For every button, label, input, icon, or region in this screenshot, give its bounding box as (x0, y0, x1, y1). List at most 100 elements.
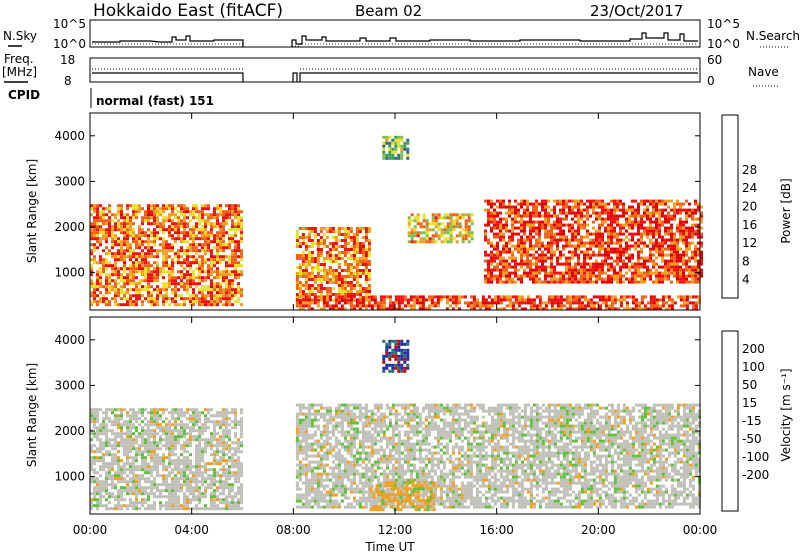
echo-cell (538, 265, 541, 269)
echo-cell (213, 300, 216, 304)
echo-cell (201, 432, 204, 436)
echo-cell (228, 207, 231, 211)
echo-cell (667, 262, 670, 266)
echo-cell (183, 432, 186, 436)
echo-cell (595, 265, 598, 269)
echo-cell (165, 474, 168, 478)
echo-cell (111, 219, 114, 223)
echo-cell (189, 210, 192, 214)
echo-cell (640, 307, 644, 311)
echo-cell (192, 474, 195, 478)
echo-cell (138, 489, 141, 493)
echo-cell (577, 295, 581, 299)
echo-cell (343, 242, 347, 245)
echo-cell (216, 255, 219, 259)
echo-cell (156, 303, 159, 307)
echo-cell (138, 432, 141, 436)
echo-cell (210, 501, 213, 505)
echo-cell (490, 280, 493, 284)
echo-cell (385, 138, 389, 142)
echo-cell (171, 438, 174, 442)
echo-cell (177, 234, 180, 238)
echo-cell (171, 441, 174, 445)
echo-cell (634, 223, 637, 227)
echo-cell (156, 426, 159, 430)
echo-cell (388, 150, 392, 154)
echo-cell (105, 450, 108, 454)
echo-cell (177, 222, 180, 226)
echo-cell (141, 441, 144, 445)
echo-cell (589, 271, 592, 275)
echo-cell (346, 275, 350, 278)
echo-cell (120, 507, 123, 511)
echo-cell (400, 153, 404, 157)
echo-cell (183, 285, 186, 289)
echo-cell (601, 202, 604, 206)
echo-cell (643, 280, 646, 284)
echo-cell (165, 240, 168, 244)
echo-cell (547, 280, 550, 284)
echo-cell (174, 462, 177, 466)
echo-cell (177, 507, 180, 511)
echo-cell (529, 247, 532, 251)
echo-cell (550, 274, 553, 278)
echo-cell (589, 253, 592, 257)
echo-cell (174, 291, 177, 295)
echo-cell (117, 468, 120, 472)
echo-cell (171, 453, 174, 457)
echo-cell (150, 249, 153, 253)
echo-cell (464, 231, 468, 235)
echo-cell (553, 253, 556, 257)
echo-cell (607, 238, 610, 242)
echo-cell (520, 295, 524, 299)
echo-cell (637, 202, 640, 206)
echo-cell (352, 242, 356, 245)
echo-cell (135, 213, 138, 217)
echo-cell (162, 480, 165, 484)
echo-cell (454, 298, 458, 302)
echo-cell (610, 226, 613, 230)
echo-cell (192, 216, 195, 220)
echo-cell (601, 199, 604, 203)
echo-cell (469, 295, 473, 299)
echo-cell (231, 303, 234, 307)
echo-cell (434, 225, 438, 229)
echo-cell (613, 199, 616, 203)
echo-cell (237, 249, 240, 253)
echo-cell (204, 480, 207, 484)
echo-cell (228, 234, 231, 238)
echo-cell (207, 219, 210, 223)
echo-cell (108, 282, 111, 286)
echo-cell (123, 480, 126, 484)
echo-cell (96, 489, 99, 493)
echo-cell (457, 295, 461, 299)
echo-cell (310, 287, 314, 290)
echo-cell (237, 270, 240, 274)
echo-cell (343, 245, 347, 248)
nave-tick-bottom: 0 (707, 74, 715, 88)
echo-cell (631, 235, 634, 239)
echo-cell (496, 298, 500, 302)
echo-cell (156, 252, 159, 256)
echo-cell (604, 220, 607, 224)
echo-cell (186, 291, 189, 295)
echo-cell (544, 202, 547, 206)
echo-cell (568, 223, 571, 227)
echo-cell (443, 228, 447, 232)
echo-cell (192, 408, 195, 412)
echo-cell (96, 237, 99, 241)
echo-cell (195, 507, 198, 511)
echo-cell (180, 297, 183, 301)
echo-cell (550, 241, 553, 245)
echo-cell (331, 260, 335, 263)
echo-cell (670, 241, 673, 245)
echo-cell (340, 295, 344, 299)
nave-tick-top: 60 (707, 53, 722, 67)
echo-cell (580, 238, 583, 242)
echo-cell (520, 244, 523, 248)
echo-cell (123, 468, 126, 472)
echo-cell (526, 238, 529, 242)
echo-cell (496, 256, 499, 260)
echo-cell (156, 495, 159, 499)
echo-cell (195, 468, 198, 472)
